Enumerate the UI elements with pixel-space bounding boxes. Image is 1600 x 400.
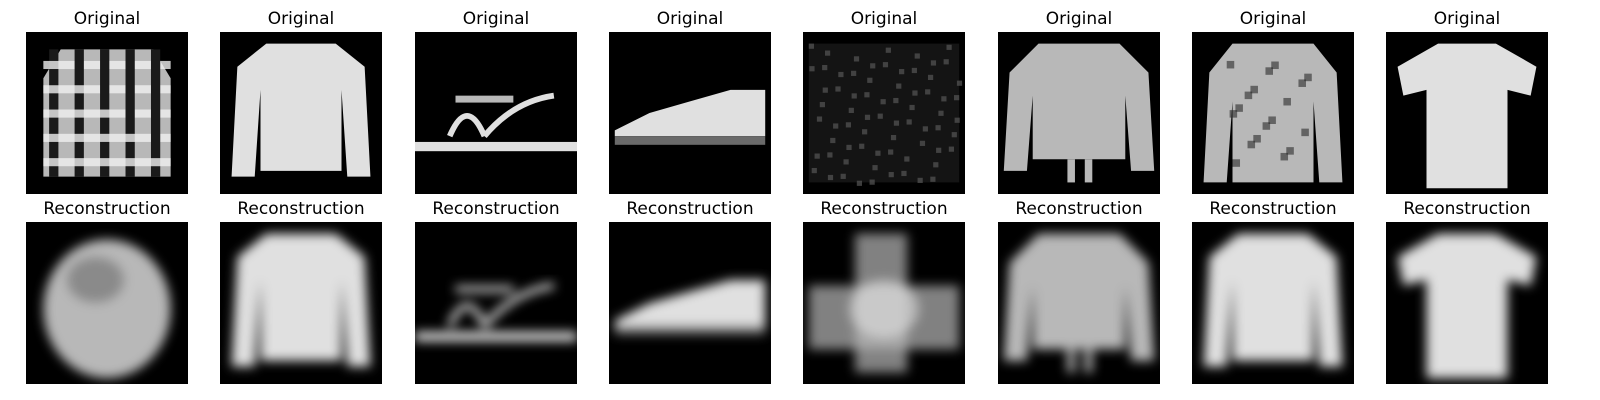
plaid-shirt-icon [43, 49, 171, 177]
original-row: Original Original Original Original Orig… [0, 0, 1600, 194]
t-shirt-icon [1397, 43, 1537, 189]
reconstruction-title: Reconstruction [820, 199, 948, 219]
original-image [803, 32, 965, 194]
sweater-icon [1003, 43, 1155, 183]
t-shirt-icon [1397, 233, 1537, 379]
original-image [26, 32, 188, 194]
reconstruction-image [1386, 222, 1548, 384]
original-cell: Original [1386, 0, 1548, 194]
long-sleeve-top-icon [231, 233, 371, 367]
reconstruction-cell: Reconstruction [1386, 190, 1548, 384]
reconstruction-cell: Reconstruction [803, 190, 965, 384]
reconstruction-title: Reconstruction [626, 199, 754, 219]
sweater-icon [1003, 233, 1155, 373]
long-sleeve-top-icon [231, 43, 371, 177]
reconstruction-title: Reconstruction [1015, 199, 1143, 219]
original-title: Original [850, 9, 918, 29]
original-cell: Original [609, 0, 771, 194]
reconstruction-cell: Reconstruction [1192, 190, 1354, 384]
reconstruction-title: Reconstruction [43, 199, 171, 219]
sneaker-icon [614, 89, 766, 145]
reconstruction-image [609, 222, 771, 384]
original-cell: Original [998, 0, 1160, 194]
reconstruction-title: Reconstruction [237, 199, 365, 219]
reconstruction-cell: Reconstruction [998, 190, 1160, 384]
reconstruction-image [803, 222, 965, 384]
long-sleeve-top-icon [1203, 233, 1343, 367]
reconstruction-cell: Reconstruction [415, 190, 577, 384]
original-title: Original [73, 9, 141, 29]
original-title: Original [267, 9, 335, 29]
reconstruction-cell: Reconstruction [220, 190, 382, 384]
original-cell: Original [26, 0, 188, 194]
sneaker-icon [614, 279, 766, 335]
reconstruction-image [415, 222, 577, 384]
original-image [998, 32, 1160, 194]
blurry-cross-icon [808, 233, 960, 373]
sandal-icon [415, 282, 577, 342]
blurry-blob-icon [43, 239, 171, 379]
original-cell: Original [220, 0, 382, 194]
original-cell: Original [415, 0, 577, 194]
original-title: Original [462, 9, 530, 29]
original-image [1386, 32, 1548, 194]
original-cell: Original [1192, 0, 1354, 194]
original-image [415, 32, 577, 194]
original-image [609, 32, 771, 194]
reconstruction-image [1192, 222, 1354, 384]
patterned-coat-icon [1203, 43, 1343, 183]
reconstruction-title: Reconstruction [432, 199, 560, 219]
reconstruction-cell: Reconstruction [26, 190, 188, 384]
original-image [220, 32, 382, 194]
reconstruction-image [26, 222, 188, 384]
original-cell: Original [803, 0, 965, 194]
original-image [1192, 32, 1354, 194]
reconstruction-cell: Reconstruction [609, 190, 771, 384]
sandal-icon [415, 92, 577, 152]
reconstruction-image [998, 222, 1160, 384]
reconstruction-title: Reconstruction [1403, 199, 1531, 219]
reconstruction-title: Reconstruction [1209, 199, 1337, 219]
reconstruction-image [220, 222, 382, 384]
noisy-square-icon [808, 43, 963, 186]
original-title: Original [656, 9, 724, 29]
original-title: Original [1239, 9, 1307, 29]
original-title: Original [1045, 9, 1113, 29]
reconstruction-row: Reconstruction Reconstruction Reconstruc… [0, 190, 1600, 384]
original-title: Original [1433, 9, 1501, 29]
